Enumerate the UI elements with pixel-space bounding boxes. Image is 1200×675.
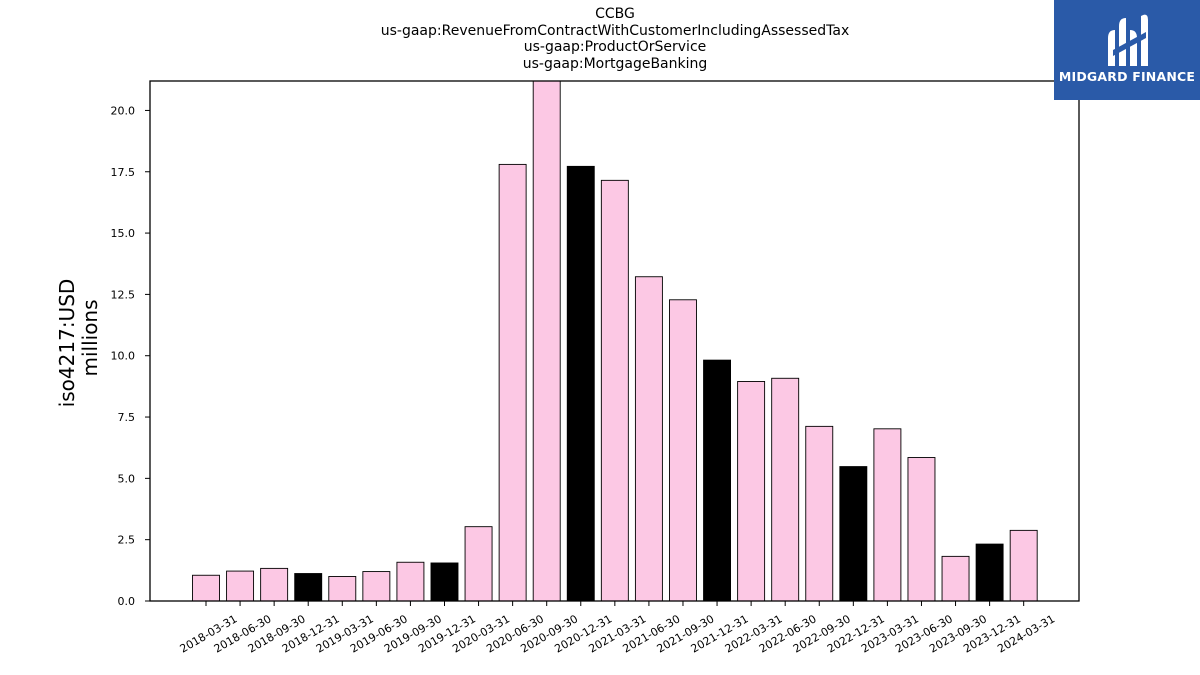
bar-2020-06-30: [498, 163, 527, 602]
midgard-logo-icon: [1108, 14, 1148, 67]
y-tick-label: 20.0: [111, 104, 136, 117]
brand-name: MIDGARD FINANCE: [1058, 69, 1196, 84]
title-line-1: CCBG: [595, 6, 635, 22]
y-axis: 0.0 2.5 5.0 7.5 10.0 12.5 15.0 17.5 20.0: [111, 104, 150, 608]
bar-2021-12-31: [703, 359, 731, 602]
title-line-2: us-gaap:RevenueFromContractWithCustomerI…: [380, 22, 850, 39]
brand-logo: MIDGARD FINANCE: [1054, 0, 1200, 100]
bar-2022-06-30: [771, 377, 800, 602]
bar-2023-12-31: [975, 543, 1004, 602]
bar-2019-12-31: [430, 562, 459, 602]
bar-2019-03-31: [328, 576, 357, 602]
bar-2021-09-30: [669, 299, 697, 602]
y-axis-label-line-1: iso4217:USD: [55, 279, 79, 408]
bar-2020-09-30: [532, 80, 561, 602]
y-tick-label: 0.0: [118, 595, 136, 608]
bar-2024-03-31: [1009, 529, 1038, 602]
bar-2018-06-30: [226, 570, 255, 602]
bar-2020-12-31: [566, 165, 595, 602]
bar-2021-03-31: [600, 179, 629, 602]
bars-group: [192, 80, 1038, 602]
title-line-4: us-gaap:MortgageBanking: [522, 55, 708, 72]
bar-2018-12-31: [294, 573, 323, 602]
bar-2023-03-31: [873, 428, 902, 602]
y-tick-label: 10.0: [111, 350, 136, 363]
bar-2018-03-31: [192, 574, 220, 602]
bar-2023-09-30: [941, 555, 970, 602]
y-axis-label-line-2: millions: [78, 299, 102, 376]
bar-2022-09-30: [805, 425, 834, 602]
y-tick-label: 2.5: [118, 534, 136, 547]
bar-2019-09-30: [396, 561, 425, 602]
x-axis: 2018-03-312018-06-302018-09-302018-12-31…: [178, 601, 1057, 656]
y-tick-label: 15.0: [111, 227, 136, 240]
bar-2020-03-31: [464, 526, 493, 602]
bar-2021-06-30: [634, 276, 663, 602]
y-tick-label: 12.5: [111, 288, 136, 301]
bar-2018-09-30: [260, 567, 289, 602]
bar-2019-06-30: [362, 571, 391, 602]
y-tick-label: 5.0: [118, 472, 136, 485]
title-line-3: us-gaap:ProductOrService: [523, 39, 707, 55]
bar-2022-03-31: [737, 381, 766, 602]
bar-2022-12-31: [839, 466, 868, 602]
chart-title: CCBG us-gaap:RevenueFromContractWithCust…: [0, 6, 1200, 72]
y-tick-label: 7.5: [118, 411, 136, 424]
y-tick-label: 17.5: [111, 166, 136, 179]
bar-2023-06-30: [907, 457, 936, 602]
